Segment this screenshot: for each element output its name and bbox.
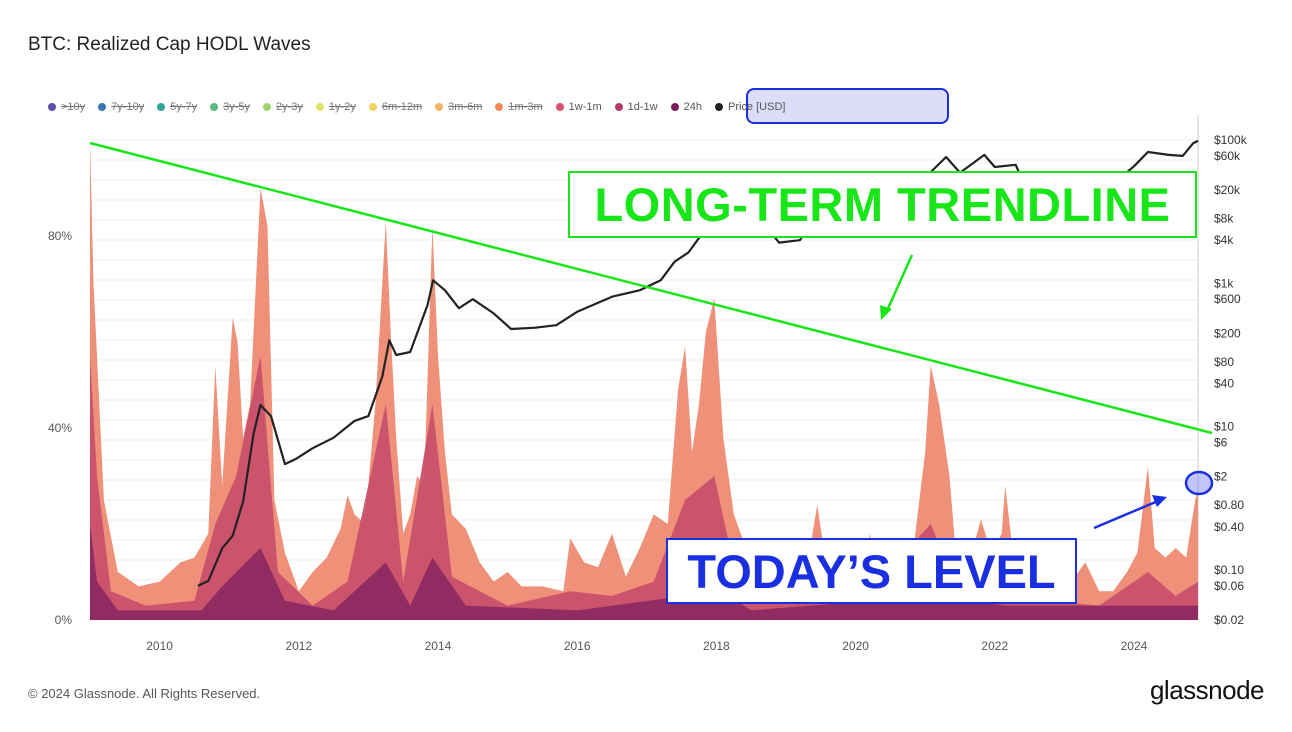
x-tick-label: 2012 <box>285 639 312 653</box>
legend-label: 2y-3y <box>276 101 303 113</box>
legend-dot-icon <box>263 103 272 111</box>
y-right-tick-label: $0.40 <box>1214 520 1244 534</box>
x-tick-label: 2018 <box>703 639 730 653</box>
x-tick-label: 2022 <box>981 639 1008 653</box>
y-right-tick-label: $10 <box>1214 420 1234 434</box>
legend-item[interactable]: 2y-3y <box>263 101 303 113</box>
legend-dot-icon <box>315 103 324 111</box>
y-right-tick-label: $60k <box>1214 149 1241 163</box>
y-right-tick-label: $0.02 <box>1214 613 1244 627</box>
area-24h <box>90 524 1198 620</box>
legend-label: 1w-1m <box>568 101 602 113</box>
y-right-tick-label: $100k <box>1214 133 1248 147</box>
legend-label: 1y-2y <box>328 101 356 113</box>
y-right-tick-label: $0.80 <box>1214 498 1244 512</box>
y-right-tick-label: $1k <box>1214 276 1234 290</box>
legend-dot-icon <box>555 103 564 111</box>
legend-label: 1d-1w <box>627 101 658 113</box>
glassnode-logo: glassnode <box>1149 675 1265 705</box>
legend-item[interactable]: 7y-10y <box>98 101 144 113</box>
legend-highlight-box <box>746 88 949 124</box>
long-term-trendline <box>89 141 1213 435</box>
today-arrow-head <box>1152 495 1167 507</box>
legend-item[interactable]: 1d-1w <box>614 101 658 113</box>
y-right-tick-label: $4k <box>1214 233 1234 247</box>
legend-item[interactable]: 6m-12m <box>368 101 423 113</box>
copyright-footer: © 2024 Glassnode. All Rights Reserved. <box>28 686 261 701</box>
legend-item[interactable]: >10y <box>48 101 85 113</box>
legend-item[interactable]: Price [USD] <box>714 101 786 113</box>
annotations <box>89 141 1214 530</box>
legend-dot-icon <box>48 103 56 111</box>
legend-dot-icon <box>98 103 107 111</box>
chart-legend: >10y 7y-10y 5y-7y 3y-5y 2y-3y 1y-2y 6m-12m 3m-6… <box>48 96 798 118</box>
legend-label: Price [USD] <box>727 101 786 113</box>
x-tick-label: 2024 <box>1121 639 1148 653</box>
legend-dot-icon <box>714 103 723 111</box>
y-left-tick-label: 40% <box>48 421 72 435</box>
legend-item[interactable]: 24h <box>670 101 702 113</box>
legend-label: 5y-7y <box>170 101 198 113</box>
legend-dot-icon <box>157 103 166 111</box>
x-tick-label: 2014 <box>425 639 452 653</box>
legend-dot-icon <box>670 103 679 111</box>
x-tick-label: 2020 <box>842 639 869 653</box>
legend-item[interactable]: 1w-1m <box>555 101 602 113</box>
y-left-tick-label: 0% <box>55 613 73 627</box>
x-tick-label: 2016 <box>564 639 591 653</box>
legend-label: 1m-3m <box>508 101 543 113</box>
y-right-tick-label: $20k <box>1214 183 1241 197</box>
today-label: TODAY’S LEVEL <box>687 544 1056 598</box>
legend-label: 6m-12m <box>381 101 423 113</box>
legend-dot-icon <box>435 103 444 111</box>
y-right-tick-label: $80 <box>1214 355 1234 369</box>
y-right-tick-label: $2 <box>1214 470 1228 484</box>
today-label-box: TODAY’S LEVEL <box>666 538 1077 604</box>
y-right-tick-label: $6 <box>1214 436 1228 450</box>
legend-item[interactable]: 1m-3m <box>495 101 543 113</box>
trendline-arrow <box>884 254 914 314</box>
y-right-tick-label: $0.06 <box>1214 579 1244 593</box>
y-right-tick-label: $600 <box>1214 292 1241 306</box>
legend-dot-icon <box>368 103 377 111</box>
chart-title: BTC: Realized Cap HODL Waves <box>28 34 311 55</box>
legend-label: >10y <box>61 101 86 113</box>
trendline-arrow-head <box>880 305 892 320</box>
legend-label: 3y-5y <box>223 101 251 113</box>
legend-item[interactable]: 3m-6m <box>435 101 482 113</box>
today-level-marker <box>1184 470 1214 496</box>
legend-item[interactable]: 3y-5y <box>210 101 250 113</box>
y-right-tick-label: $40 <box>1214 376 1234 390</box>
legend-item[interactable]: 1y-2y <box>315 101 356 113</box>
axes: 2010 2012 2014 2016 2018 2020 2022 2024 0% 40% 80%… <box>48 133 1248 653</box>
legend-label: 24h <box>683 101 702 113</box>
legend-dot-icon <box>614 103 623 111</box>
legend-dot-icon <box>210 103 219 111</box>
trendline-label: LONG-TERM TRENDLINE <box>594 178 1171 231</box>
trendline-label-box: LONG-TERM TRENDLINE <box>568 171 1197 238</box>
legend-dot-icon <box>495 103 504 111</box>
legend-item[interactable]: 5y-7y <box>157 101 197 113</box>
y-right-tick-label: $8k <box>1214 212 1234 226</box>
legend-label: 3m-6m <box>448 101 483 113</box>
today-arrow <box>1093 499 1159 530</box>
y-right-tick-label: $0.10 <box>1214 563 1244 577</box>
y-left-tick-label: 80% <box>48 229 72 243</box>
x-tick-label: 2010 <box>146 639 173 653</box>
legend-label: 7y-10y <box>111 101 145 113</box>
y-right-tick-label: $200 <box>1214 326 1241 340</box>
